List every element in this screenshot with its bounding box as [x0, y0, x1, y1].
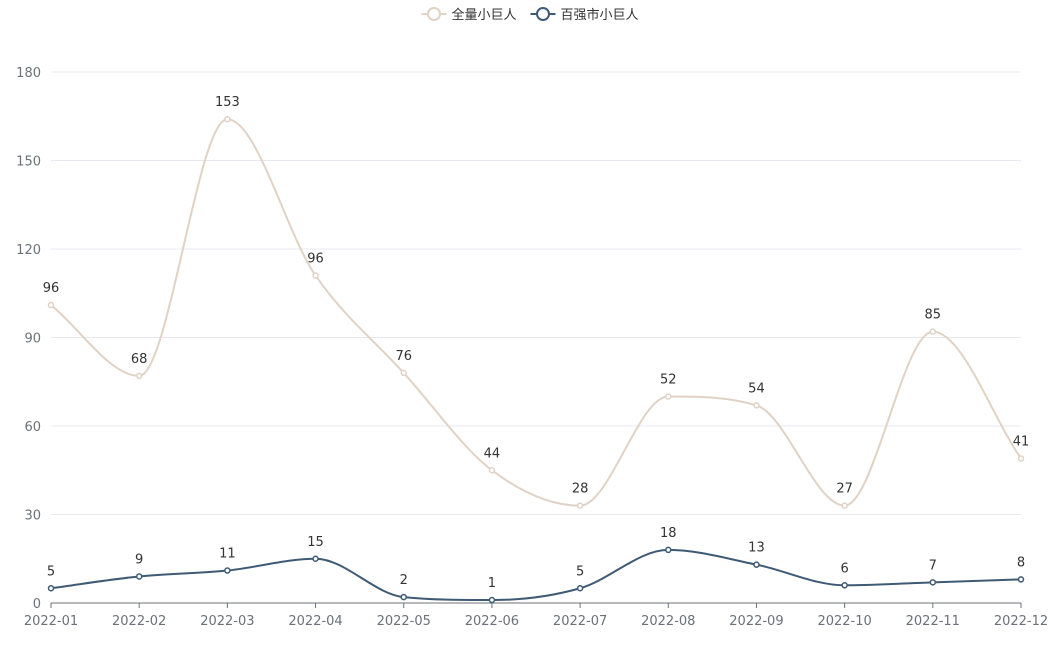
y-tick-label: 150: [16, 155, 41, 170]
y-tick-label: 90: [24, 332, 41, 347]
data-label: 44: [484, 446, 501, 461]
grid-lines: [51, 71, 1021, 515]
series-lines: [47, 115, 1025, 604]
x-tick-label: 2022-05: [377, 614, 431, 629]
data-label: 1: [488, 576, 496, 591]
data-label: 52: [660, 373, 677, 388]
data-point[interactable]: [841, 582, 848, 589]
data-point[interactable]: [135, 372, 143, 380]
axes: 0 30 60 90 120 150 180 2022-01 2022-02 2022-03 202…: [16, 66, 1048, 629]
data-point[interactable]: [312, 272, 319, 279]
data-label: 54: [748, 381, 765, 396]
data-label: 153: [215, 95, 240, 110]
data-label: 18: [660, 526, 677, 541]
x-tick-label: 2022-08: [641, 614, 695, 629]
data-point[interactable]: [753, 561, 760, 568]
data-label: 2: [400, 573, 408, 588]
data-label: 6: [840, 561, 848, 576]
data-label: 5: [47, 564, 55, 579]
data-point[interactable]: [400, 593, 407, 601]
x-tick-label: 2022-11: [906, 614, 960, 629]
data-label: 85: [925, 308, 942, 323]
series-line-1: [50, 548, 1022, 602]
legend[interactable]: 全量小巨人 百强市小巨人: [421, 7, 639, 23]
x-tick-label: 2022-01: [24, 614, 78, 629]
legend-item-1[interactable]: 百强市小巨人: [530, 7, 639, 23]
y-tick-label: 30: [24, 509, 41, 524]
y-tick-label: 0: [33, 597, 41, 612]
data-point[interactable]: [1017, 576, 1025, 583]
data-point[interactable]: [753, 402, 760, 409]
legend-label: 百强市小巨人: [561, 7, 639, 23]
data-point[interactable]: [488, 596, 496, 604]
x-tick-label: 2022-07: [553, 614, 607, 629]
data-point[interactable]: [47, 301, 55, 309]
data-label: 9: [135, 552, 143, 567]
series-line-0: [50, 118, 1022, 507]
data-point[interactable]: [929, 328, 937, 335]
legend-marker-icon: [536, 7, 550, 21]
x-tick-label: 2022-09: [729, 614, 783, 629]
data-point[interactable]: [929, 579, 937, 586]
x-tick-label: 2022-10: [817, 614, 871, 629]
y-tick-label: 120: [16, 243, 41, 258]
x-tick-label: 2022-03: [200, 614, 254, 629]
data-point[interactable]: [665, 546, 672, 554]
data-point[interactable]: [576, 502, 584, 509]
data-label: 96: [43, 281, 60, 296]
legend-label: 全量小巨人: [452, 7, 517, 23]
data-point[interactable]: [312, 555, 319, 562]
x-tick-label: 2022-02: [112, 614, 166, 629]
data-point[interactable]: [488, 467, 496, 474]
data-label: 96: [307, 252, 324, 267]
data-point[interactable]: [224, 567, 231, 574]
legend-marker-icon: [427, 7, 441, 21]
data-label: 7: [929, 558, 937, 573]
data-point[interactable]: [576, 585, 584, 592]
data-point[interactable]: [841, 502, 848, 509]
data-label: 41: [1013, 434, 1030, 449]
x-tick-label: 2022-06: [465, 614, 519, 629]
x-tick-label: 2022-12: [994, 614, 1048, 629]
data-point[interactable]: [47, 585, 55, 592]
x-tick-label: 2022-04: [288, 614, 342, 629]
data-label: 68: [131, 352, 148, 367]
y-tick-label: 180: [16, 66, 41, 81]
data-label: 11: [219, 547, 236, 562]
data-point[interactable]: [400, 369, 407, 377]
data-label: 28: [572, 482, 589, 497]
data-label: 27: [836, 482, 853, 497]
legend-item-0[interactable]: 全量小巨人: [421, 7, 517, 23]
data-label: 15: [307, 535, 324, 550]
y-tick-label: 60: [24, 420, 41, 435]
data-label: 8: [1017, 555, 1025, 570]
data-point[interactable]: [135, 573, 143, 580]
data-point[interactable]: [1017, 455, 1025, 462]
data-label: 13: [748, 541, 765, 556]
data-point[interactable]: [665, 393, 672, 400]
data-label: 76: [395, 349, 412, 364]
data-point[interactable]: [224, 115, 231, 123]
data-label: 5: [576, 564, 584, 579]
